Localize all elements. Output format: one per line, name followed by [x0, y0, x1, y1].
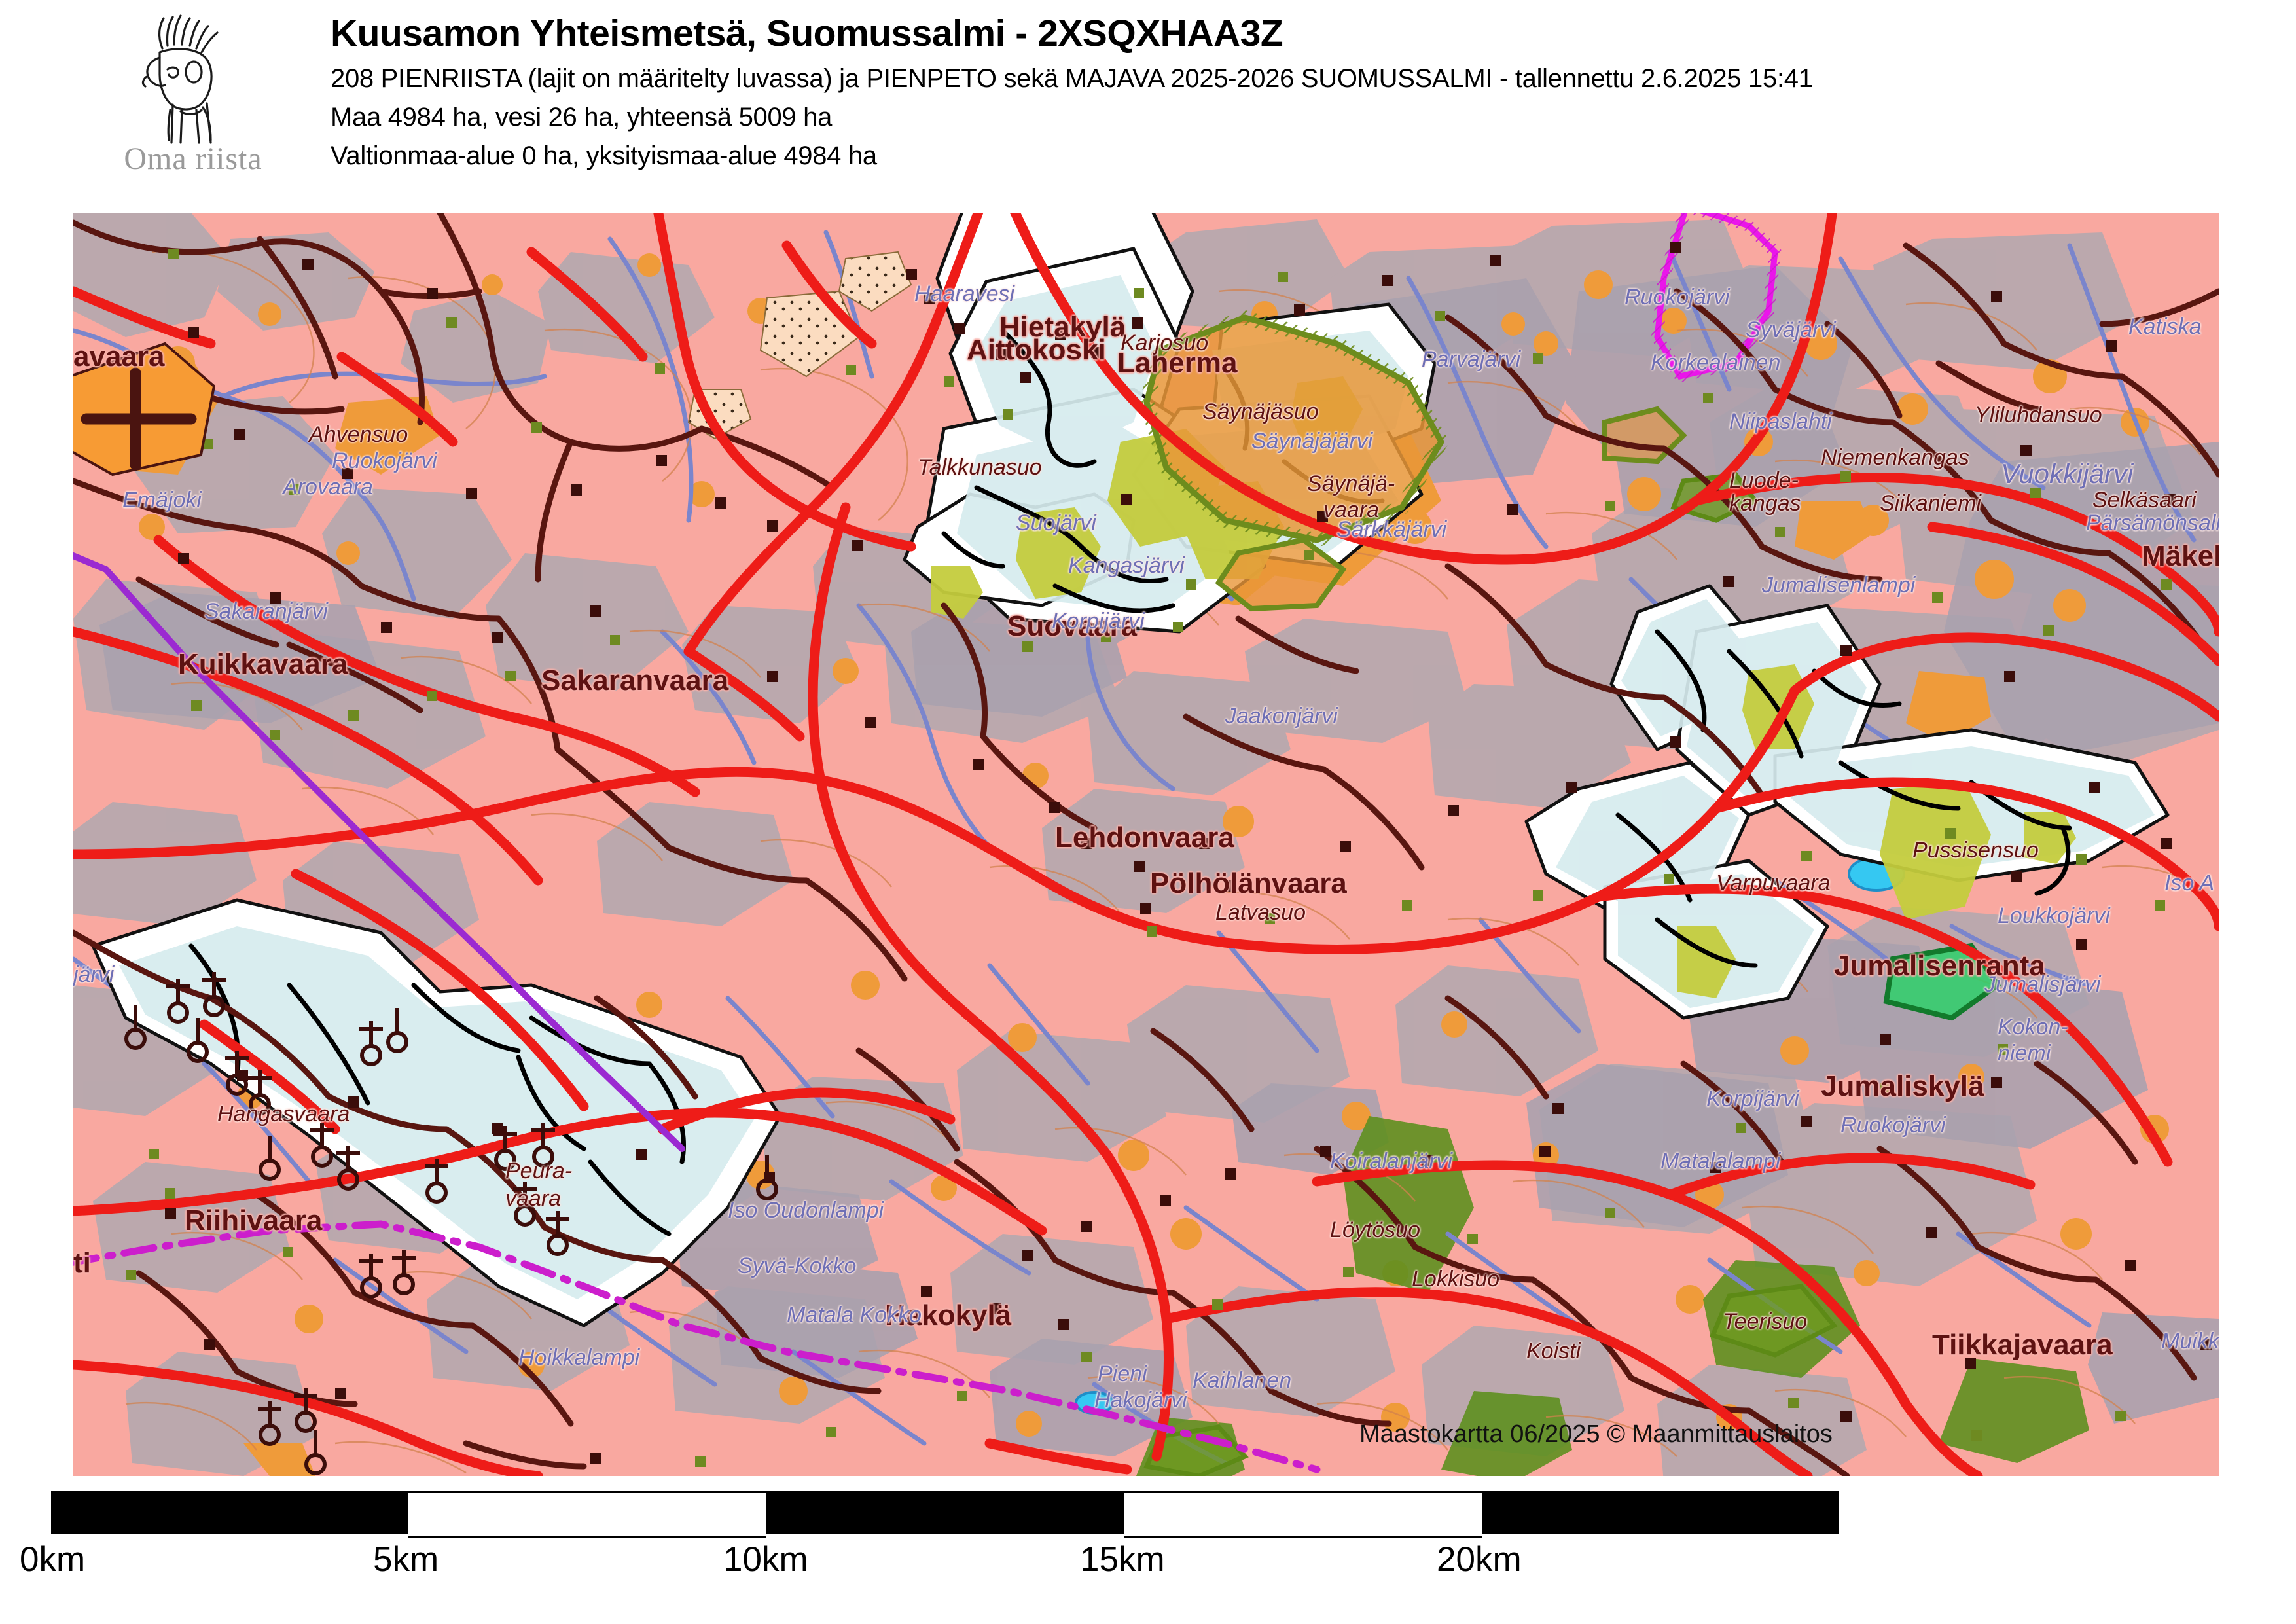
area-summary: Maa 4984 ha, vesi 26 ha, yhteensä 5009 h…: [331, 103, 833, 132]
map-vector-layer: [73, 213, 2219, 1476]
scale-segment: [51, 1491, 408, 1534]
brand-wordmark: Oma riista: [124, 141, 262, 176]
land-ownership-summary: Valtionmaa-alue 0 ha, yksityismaa-alue 4…: [331, 141, 877, 170]
map-attribution: Maastokartta 06/2025 © Maanmittauslaitos: [1359, 1420, 1833, 1448]
document-header: Oma riista Kuusamon Yhteismetsä, Suomuss…: [0, 0, 2296, 213]
map-canvas[interactable]: Hietakylä Aittokoski Laherma Suovaara Kuikka…: [73, 213, 2219, 1476]
scale-label-15: 15km: [1080, 1540, 1165, 1579]
map-scale-bar: [51, 1491, 1839, 1538]
scale-label-10: 10km: [723, 1540, 808, 1579]
municipality-boundary: [73, 1220, 1321, 1473]
permit-description: 208 PIENRIISTA (lajit on määritelty luva…: [331, 64, 1813, 93]
scale-label-5: 5km: [373, 1540, 439, 1579]
scale-label-20: 20km: [1437, 1540, 1522, 1579]
scale-segment: [1124, 1491, 1482, 1538]
moose-icon: [141, 14, 219, 144]
page-title: Kuusamon Yhteismetsä, Suomussalmi - 2XSQ…: [331, 12, 1283, 54]
scale-segment: [766, 1491, 1124, 1534]
scale-segment: [1482, 1491, 1839, 1534]
scale-segment: [408, 1491, 766, 1538]
scale-label-0: 0km: [20, 1540, 86, 1579]
title-block: Kuusamon Yhteismetsä, Suomussalmi - 2XSQ…: [331, 12, 1813, 171]
